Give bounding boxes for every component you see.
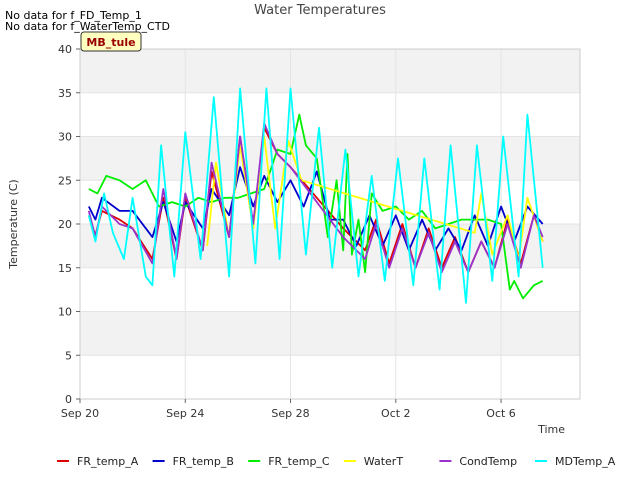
y-tick-label: 40 [58,43,72,56]
legend-label-mdtemp-a: MDTemp_A [555,455,616,468]
legend-label-watert: WaterT [364,455,404,468]
x-axis-label: Time [537,423,565,436]
series-layer [87,87,544,304]
series-line-mdtemp-a [87,87,544,304]
y-tick-label: 15 [58,262,72,275]
no-data-note-2: No data for f_WaterTemp_CTD [5,20,170,33]
x-tick-label: Sep 28 [271,407,309,420]
y-tick-label: 0 [65,393,72,406]
y-axis-ticks: 0 5 10 15 20 25 30 35 40 [58,43,80,406]
legend: FR_temp_A FR_temp_B FR_temp_C WaterT CondTem… [57,455,616,468]
y-axis-label: Temperature (C) [7,179,20,269]
y-tick-label: 5 [65,349,72,362]
grid-band [80,49,580,93]
y-tick-label: 10 [58,306,72,319]
x-axis-ticks: Sep 20 Sep 24 Sep 28 Oct 2 Oct 6 [61,399,516,420]
grid-band [80,311,580,356]
site-badge: MB_tule [80,31,142,52]
legend-label-condtemp: CondTemp [459,455,517,468]
legend-label-fr-temp-c: FR_temp_C [268,455,330,468]
chart-title: Water Temperatures [254,3,386,18]
x-tick-label: Oct 2 [381,407,411,420]
legend-label-fr-temp-a: FR_temp_A [77,455,139,468]
y-tick-label: 30 [58,131,72,144]
plot-background [79,48,581,400]
no-data-note-1: No data for f_FD_Temp_1 [5,9,142,22]
legend-label-fr-temp-b: FR_temp_B [173,455,234,468]
site-badge-label: MB_tule [86,36,135,49]
series-line-fr-temp-c [88,113,544,300]
x-tick-label: Oct 6 [486,407,516,420]
series-line-fr-temp-b [87,166,544,252]
series-line-condtemp [87,122,544,273]
x-tick-label: Sep 24 [166,407,204,420]
y-tick-label: 25 [58,174,72,187]
x-tick-label: Sep 20 [61,407,99,420]
y-tick-label: 20 [58,218,72,231]
y-tick-label: 35 [58,87,72,100]
